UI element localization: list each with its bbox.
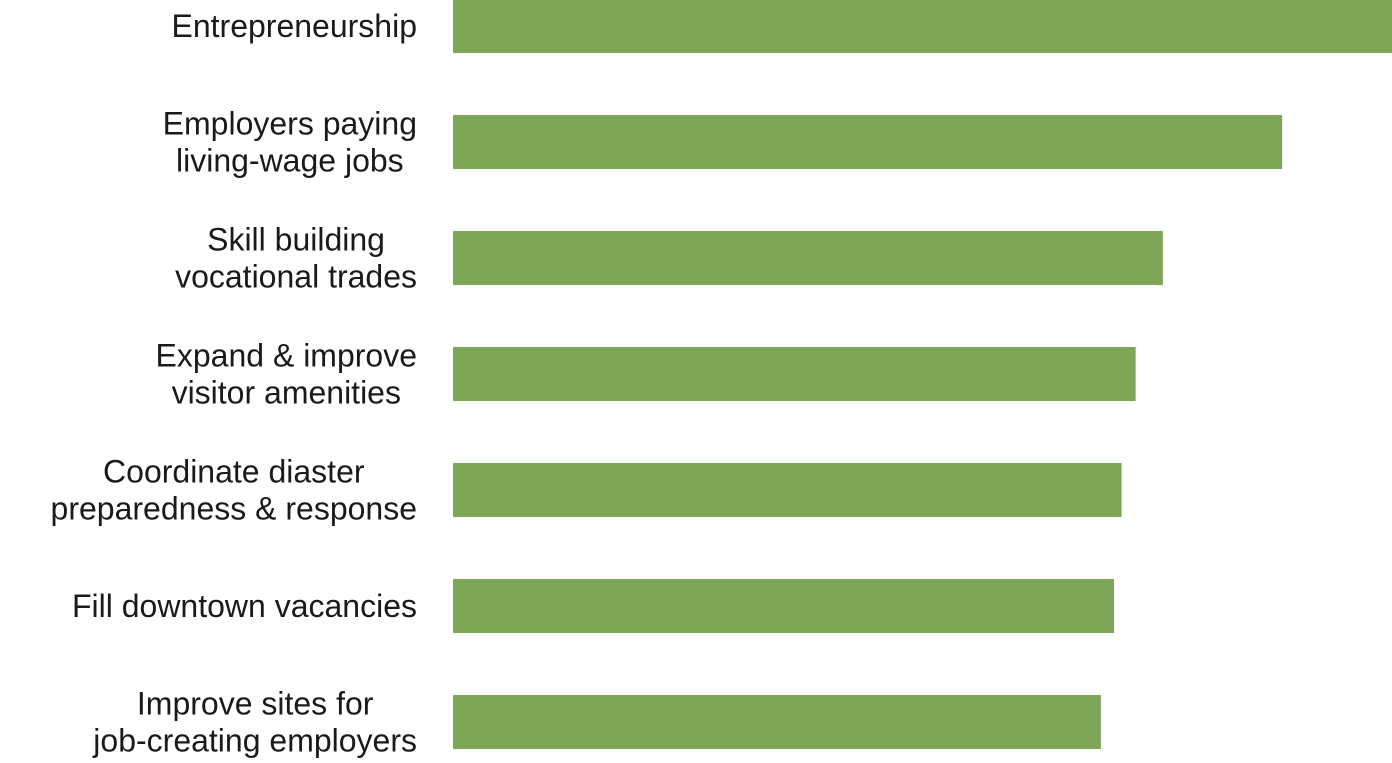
category-label-line: job-creating employers <box>92 723 417 759</box>
category-label: Entrepreneurship <box>172 8 417 44</box>
category-label-line: Fill downtown vacancies <box>72 588 417 624</box>
bar <box>453 0 1392 53</box>
category-labels: Entrepreneurship Employers paying living-w… <box>51 8 417 759</box>
bar <box>453 463 1122 517</box>
category-label-line: Entrepreneurship <box>172 8 417 44</box>
bar <box>453 115 1283 169</box>
category-label: Skill building vocational trades <box>175 222 417 295</box>
category-label-line: Expand & improve <box>156 338 417 374</box>
category-label-line: visitor amenities <box>172 375 401 411</box>
category-label: Improve sites for job-creating employers <box>92 686 417 759</box>
category-label-line: Coordinate diaster <box>103 454 365 490</box>
bar <box>453 579 1115 633</box>
bar <box>453 347 1136 401</box>
category-label-line: Skill building <box>207 222 385 258</box>
category-label-line: Employers paying <box>163 106 417 142</box>
category-label: Coordinate diaster preparedness & respons… <box>51 454 417 527</box>
category-label-line: preparedness & response <box>51 491 417 527</box>
bar <box>453 231 1163 285</box>
bars <box>453 0 1392 749</box>
category-label: Expand & improve visitor amenities <box>156 338 417 411</box>
category-label: Employers paying living-wage jobs <box>163 106 417 179</box>
category-label: Fill downtown vacancies <box>72 588 417 624</box>
category-label-line: Improve sites for <box>137 686 374 722</box>
category-label-line: vocational trades <box>175 259 417 295</box>
category-label-line: living-wage jobs <box>176 143 404 179</box>
bar <box>453 695 1101 749</box>
